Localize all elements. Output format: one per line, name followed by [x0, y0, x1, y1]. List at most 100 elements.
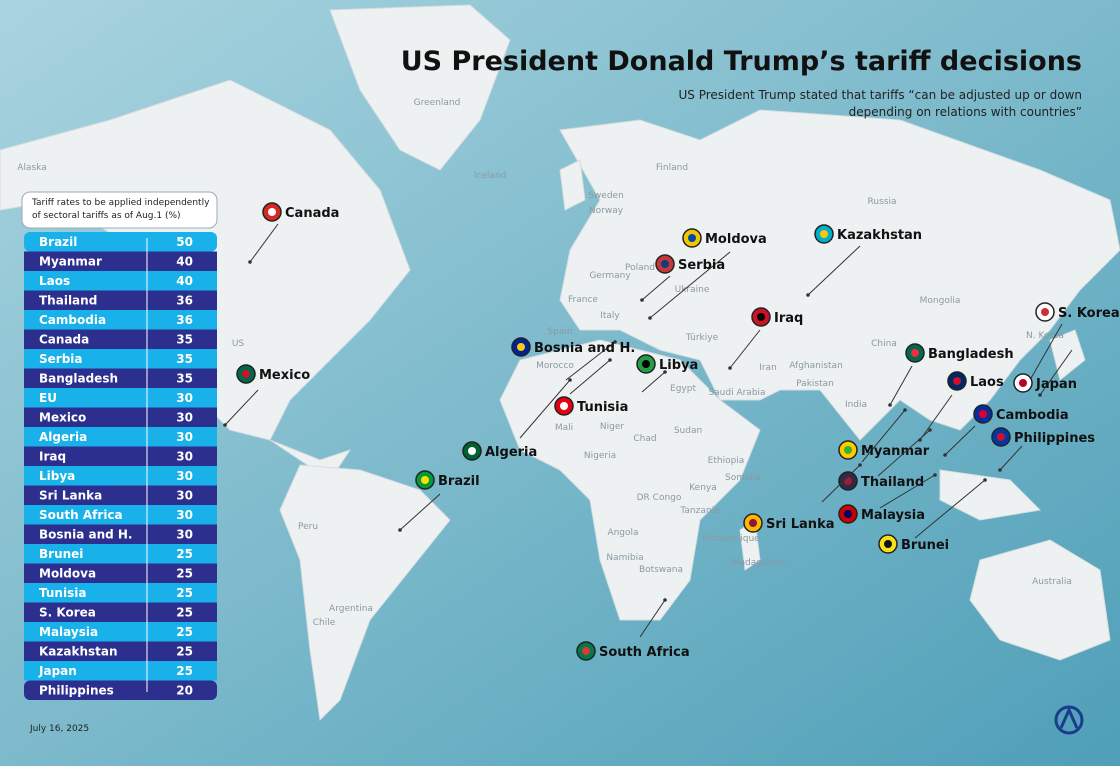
flag-emblem — [468, 447, 476, 455]
country: Bosnia and H. — [39, 528, 132, 542]
leader-line — [944, 425, 976, 456]
callout-label: South Africa — [599, 645, 690, 660]
row-bg — [24, 232, 217, 252]
callout-label: Bosnia and H. — [534, 341, 635, 356]
subtitle: depending on relations with countries” — [849, 105, 1082, 119]
place-label: Ethiopia — [708, 456, 745, 466]
place-label: Norway — [589, 206, 624, 216]
rate: 30 — [176, 430, 193, 444]
flag-emblem — [844, 477, 852, 485]
leader-line — [919, 394, 953, 441]
flag-emblem — [268, 208, 276, 216]
place-label: Afghanistan — [789, 361, 843, 371]
rate: 30 — [176, 450, 193, 464]
country: Brazil — [39, 235, 77, 249]
leader-dot — [608, 358, 612, 362]
place-label: Italy — [600, 311, 620, 321]
leader-dot — [983, 478, 987, 482]
place-label: Australia — [1032, 577, 1072, 587]
flag-emblem — [749, 519, 757, 527]
row-bg — [24, 680, 217, 700]
place-label: Germany — [589, 271, 631, 281]
leader-line — [399, 493, 441, 531]
callout-label: Iraq — [774, 311, 803, 326]
place-label: Egypt — [670, 384, 696, 394]
leader-dot — [568, 378, 572, 382]
leader-line — [999, 445, 1023, 471]
rate: 25 — [176, 606, 193, 620]
place-label: Finland — [656, 163, 688, 173]
country: Iraq — [39, 450, 66, 464]
place-label: Madagascar — [732, 558, 787, 568]
row-bg — [24, 485, 217, 505]
leader-line — [641, 371, 666, 393]
leader-line — [565, 341, 616, 381]
place-label: Tanzania — [679, 506, 719, 516]
country: Myanmar — [39, 255, 102, 269]
leader-dot — [928, 428, 932, 432]
place-label: Kenya — [689, 483, 717, 493]
row-bg — [24, 407, 217, 427]
rate: 35 — [176, 372, 193, 386]
callout-label: Sri Lanka — [766, 517, 835, 532]
row-bg — [24, 641, 217, 661]
row-bg — [24, 583, 217, 603]
rate: 30 — [176, 469, 193, 483]
leader-line — [569, 359, 611, 395]
rate: 36 — [176, 313, 193, 327]
rate: 30 — [176, 508, 193, 522]
leader-dot — [223, 423, 227, 427]
rate: 25 — [176, 586, 193, 600]
table: Tariff rates to be applied independently… — [21, 191, 218, 700]
callout-label: Laos — [970, 375, 1004, 390]
place-label: Sudan — [674, 426, 702, 436]
leader-line — [639, 599, 666, 638]
callout-label: Libya — [659, 358, 698, 373]
flag-emblem — [997, 433, 1005, 441]
place-label: Türkiye — [685, 333, 719, 343]
place-label: France — [568, 295, 598, 305]
country: Malaysia — [39, 625, 98, 639]
place-label: Poland — [625, 263, 655, 273]
flag-emblem — [820, 230, 828, 238]
place-label: Iceland — [474, 171, 507, 181]
row-bg — [24, 563, 217, 583]
flag-emblem — [953, 377, 961, 385]
country: Mexico — [39, 411, 86, 425]
rate: 36 — [176, 294, 193, 308]
logo — [1054, 705, 1084, 735]
row-bg — [24, 427, 217, 447]
leader-dot — [663, 598, 667, 602]
flag-emblem — [979, 410, 987, 418]
leader-line — [249, 223, 279, 263]
flag-emblem — [844, 510, 852, 518]
country: Cambodia — [39, 313, 106, 327]
callout-label: Malaysia — [861, 508, 925, 523]
leader-line — [807, 245, 861, 296]
leader-dot — [806, 293, 810, 297]
country: Philippines — [39, 684, 114, 698]
callout-label: Myanmar — [861, 444, 930, 459]
place-label: Spain — [547, 327, 572, 337]
place-label: Angola — [607, 528, 638, 538]
callout-label: Algeria — [485, 445, 537, 460]
rate: 30 — [176, 411, 193, 425]
place-label: Niger — [600, 422, 624, 432]
leader-line — [861, 409, 906, 463]
flag-emblem — [1019, 379, 1027, 387]
rate: 30 — [176, 528, 193, 542]
place-label: Namibia — [606, 553, 643, 563]
row-bg — [24, 661, 217, 681]
flag-emblem — [517, 343, 525, 351]
leader-line — [914, 479, 986, 539]
place-label: India — [845, 400, 867, 410]
callout-label: Mexico — [259, 368, 310, 383]
leader-dot — [1038, 393, 1042, 397]
callout-label: Cambodia — [996, 408, 1069, 423]
country: EU — [39, 391, 57, 405]
leader-dot — [648, 316, 652, 320]
flag-emblem — [911, 349, 919, 357]
leader-line — [1029, 323, 1063, 381]
place-label: Chad — [633, 434, 656, 444]
callout-label: Kazakhstan — [837, 228, 922, 243]
